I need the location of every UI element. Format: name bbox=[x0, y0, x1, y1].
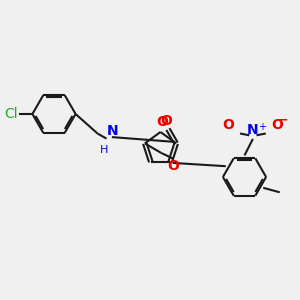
Text: O: O bbox=[160, 114, 172, 128]
Text: O: O bbox=[167, 159, 178, 173]
Text: +: + bbox=[258, 122, 266, 132]
Text: Cl: Cl bbox=[4, 107, 18, 121]
Text: O: O bbox=[222, 118, 234, 132]
Text: O: O bbox=[271, 118, 283, 132]
Text: N: N bbox=[247, 123, 259, 137]
Text: H: H bbox=[100, 145, 108, 155]
Text: O: O bbox=[156, 115, 168, 129]
Text: N: N bbox=[107, 124, 119, 138]
Text: −: − bbox=[278, 114, 288, 127]
